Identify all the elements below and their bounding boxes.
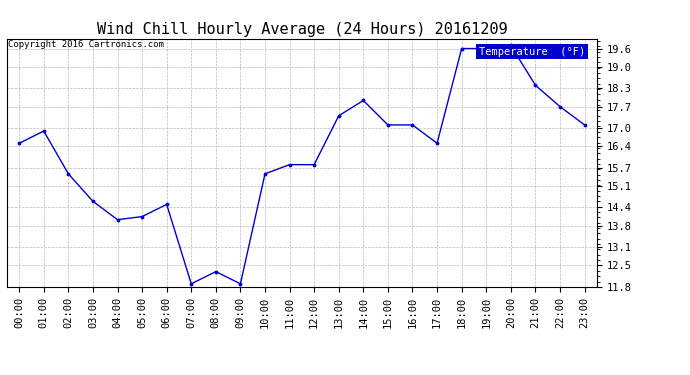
Text: Copyright 2016 Cartronics.com: Copyright 2016 Cartronics.com	[8, 40, 164, 49]
Title: Wind Chill Hourly Average (24 Hours) 20161209: Wind Chill Hourly Average (24 Hours) 201…	[97, 22, 507, 37]
Text: Temperature  (°F): Temperature (°F)	[479, 47, 585, 57]
